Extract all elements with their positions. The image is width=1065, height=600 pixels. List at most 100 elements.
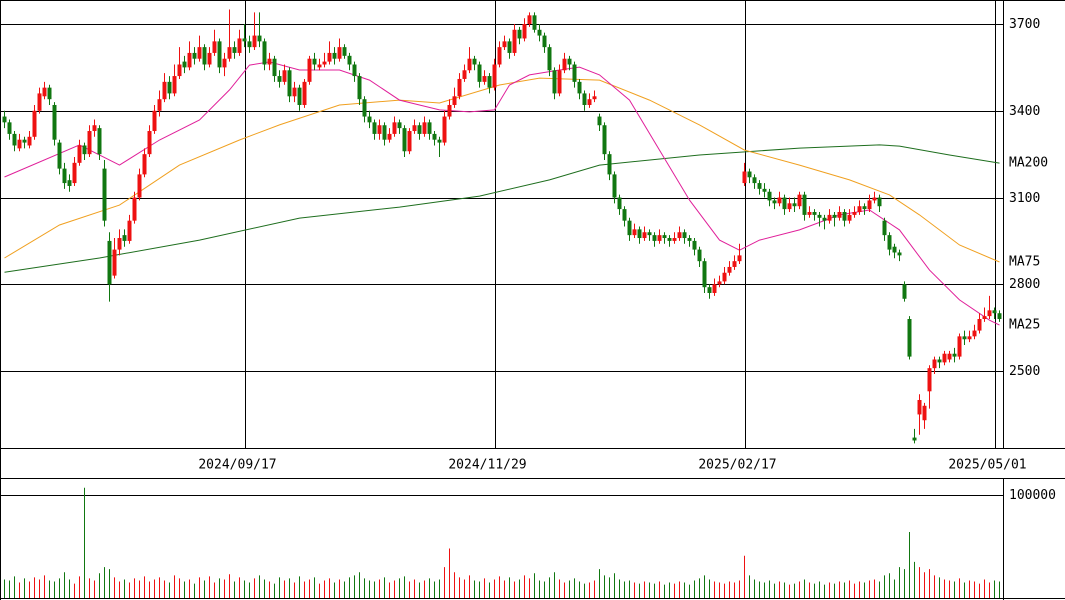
candle-body: [572, 64, 577, 82]
candle-body: [332, 52, 337, 59]
candle-body: [792, 203, 797, 207]
candle-body: [587, 99, 592, 105]
candle-body: [232, 47, 237, 53]
x-tick-label: 2024/11/29: [448, 458, 526, 473]
candle-body: [772, 200, 777, 204]
candle-body: [617, 197, 622, 210]
candle-body: [622, 209, 627, 221]
candle-body: [827, 214, 832, 221]
x-tick-label: 2025/05/01: [948, 458, 1026, 473]
candle-body: [557, 70, 562, 94]
candle-body: [362, 99, 367, 117]
candle-body: [497, 47, 502, 65]
ma-line: [4, 144, 1000, 273]
candle-body: [957, 336, 962, 357]
candle-body: [312, 58, 317, 65]
candle-body: [132, 197, 137, 221]
candle-body: [732, 261, 737, 267]
candle-body: [372, 122, 377, 134]
candle-body: [917, 399, 922, 415]
candle-body: [277, 76, 282, 82]
candle-body: [697, 249, 702, 262]
candle-body: [102, 168, 107, 221]
candle-body: [227, 47, 232, 59]
candle-body: [517, 29, 522, 39]
candle-body: [727, 266, 732, 273]
candle-body: [942, 353, 947, 363]
candle-body: [117, 238, 122, 250]
grid: [0, 0, 1003, 496]
candle-body: [147, 131, 152, 155]
candle-body: [972, 330, 977, 337]
candle-body: [307, 58, 312, 82]
candle-body: [582, 93, 587, 105]
candle-body: [317, 64, 322, 68]
candle-body: [402, 128, 407, 152]
candle-body: [72, 162, 77, 184]
candle-body: [392, 122, 397, 134]
candle-body: [927, 368, 932, 392]
candle-body: [17, 139, 22, 149]
candle-body: [87, 131, 92, 155]
candle-body: [412, 125, 417, 132]
candle-body: [612, 174, 617, 198]
candle-body: [422, 122, 427, 134]
candle-body: [817, 214, 822, 218]
candle-body: [717, 281, 722, 285]
candle-body: [27, 136, 32, 146]
candle-body: [637, 229, 642, 239]
candle-body: [887, 235, 892, 250]
ma-label: MA75: [1009, 255, 1040, 270]
y-tick-label: 3400: [1009, 104, 1040, 119]
candle-body: [377, 125, 382, 134]
candle-body: [442, 116, 447, 143]
candle-body: [342, 47, 347, 56]
candle-body: [832, 214, 837, 218]
candle-body: [487, 76, 492, 88]
candle-body: [167, 81, 172, 94]
y-tick-label: 3100: [1009, 191, 1040, 206]
candle-body: [702, 261, 707, 288]
candle-body: [192, 52, 197, 59]
candle-body: [472, 58, 477, 65]
candle-body: [627, 220, 632, 236]
candle-body: [552, 70, 557, 94]
candle-body: [107, 240, 112, 285]
candle-body: [427, 122, 432, 134]
candle-body: [52, 104, 57, 140]
candle-body: [92, 125, 97, 132]
volume-bars: [4, 487, 1000, 598]
candle-body: [237, 38, 242, 53]
candle-body: [432, 133, 437, 140]
candle-body: [677, 232, 682, 239]
candle-body: [522, 24, 527, 39]
candle-body: [867, 200, 872, 210]
candle-body: [367, 116, 372, 123]
candle-body: [912, 437, 917, 441]
candle-body: [397, 122, 402, 129]
candle-body: [322, 61, 327, 65]
candle-body: [542, 35, 547, 48]
candle-body: [182, 61, 187, 68]
candle-body: [242, 38, 247, 42]
candle-body: [692, 240, 697, 250]
candle-body: [142, 154, 147, 175]
candle-body: [327, 52, 332, 62]
candle-body: [37, 93, 42, 111]
candle-body: [947, 353, 952, 360]
candle-body: [292, 87, 297, 97]
candle-body: [257, 35, 262, 42]
candle-body: [877, 197, 882, 207]
candle-body: [287, 70, 292, 97]
candle-body: [527, 15, 532, 25]
candle-body: [417, 125, 422, 134]
y-tick-label: 3700: [1009, 17, 1040, 32]
candle-body: [992, 310, 997, 314]
candle-body: [807, 211, 812, 215]
candle-body: [602, 125, 607, 155]
candle-body: [812, 211, 817, 215]
candle-body: [782, 197, 787, 210]
candle-body: [607, 154, 612, 175]
candle-body: [177, 64, 182, 77]
ma-line: [4, 77, 1000, 263]
